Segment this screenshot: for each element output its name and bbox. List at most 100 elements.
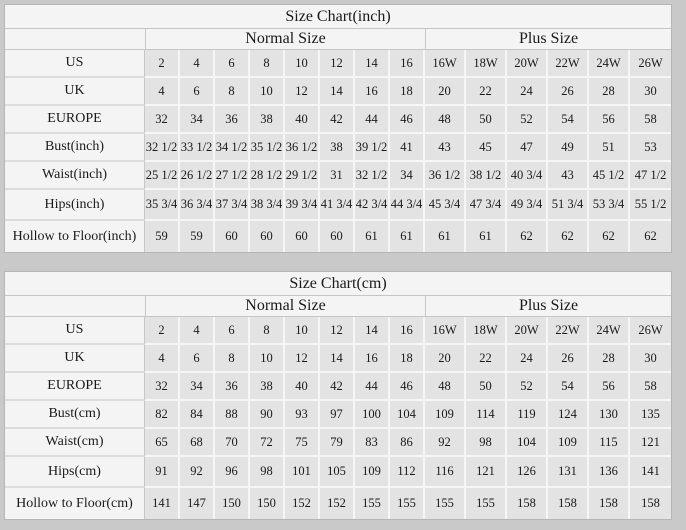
table-row: Bust(inch) 32 1/2 33 1/2 34 1/2 35 1/2 36 1/2… <box>5 134 672 162</box>
size-value-cell: 141 <box>145 488 180 519</box>
size-value-cell: 130 <box>589 401 630 429</box>
size-value-cell: 28 <box>589 345 630 373</box>
size-value-cell: 27 1/2 <box>215 162 250 190</box>
size-value-cell: 35 3/4 <box>145 190 180 221</box>
size-value-cell: 88 <box>215 401 250 429</box>
size-value-cell: 18W <box>466 50 507 78</box>
size-value-cell: 45 3/4 <box>425 190 466 221</box>
size-value-cell: 16W <box>425 50 466 78</box>
size-value-cell: 12 <box>285 78 320 106</box>
size-value-cell: 30 <box>630 78 672 106</box>
size-value-cell: 131 <box>548 457 589 488</box>
size-value-cell: 14 <box>355 50 390 78</box>
size-value-cell: 4 <box>180 50 215 78</box>
size-value-cell: 50 <box>466 106 507 134</box>
size-value-cell: 38 <box>250 373 285 401</box>
size-value-cell: 6 <box>215 317 250 345</box>
size-value-cell: 51 3/4 <box>548 190 589 221</box>
group-header-plus-size: Plus Size <box>425 296 672 317</box>
size-value-cell: 60 <box>320 221 355 252</box>
size-value-cell: 16 <box>390 317 425 345</box>
size-value-cell: 70 <box>215 429 250 457</box>
size-value-cell: 155 <box>425 488 466 519</box>
size-value-cell: 60 <box>285 221 320 252</box>
row-label: Hips(inch) <box>5 190 145 221</box>
size-value-cell: 42 <box>320 373 355 401</box>
table-row: US 2 4 6 8 10 12 14 16 16W 18W 20W 22W 24W 26W <box>5 50 672 78</box>
size-value-cell: 100 <box>355 401 390 429</box>
size-value-cell: 50 <box>466 373 507 401</box>
size-value-cell: 44 <box>355 373 390 401</box>
size-value-cell: 101 <box>285 457 320 488</box>
size-value-cell: 152 <box>320 488 355 519</box>
size-value-cell: 18 <box>390 78 425 106</box>
row-label: UK <box>5 78 145 106</box>
size-value-cell: 20 <box>425 345 466 373</box>
table-row: US 2 4 6 8 10 12 14 16 16W 18W 20W 22W 24W 26W <box>5 317 672 345</box>
size-value-cell: 135 <box>630 401 672 429</box>
size-value-cell: 42 <box>320 106 355 134</box>
size-value-cell: 44 <box>355 106 390 134</box>
size-value-cell: 45 1/2 <box>589 162 630 190</box>
size-value-cell: 26 1/2 <box>180 162 215 190</box>
row-label: Hips(cm) <box>5 457 145 488</box>
size-value-cell: 61 <box>390 221 425 252</box>
size-value-cell: 84 <box>180 401 215 429</box>
size-value-cell: 112 <box>390 457 425 488</box>
row-label: EUROPE <box>5 373 145 401</box>
size-value-cell: 62 <box>589 221 630 252</box>
size-value-cell: 26 <box>548 345 589 373</box>
size-value-cell: 58 <box>630 106 672 134</box>
corner-cell <box>5 296 145 317</box>
size-value-cell: 98 <box>466 429 507 457</box>
group-header-plus-size: Plus Size <box>425 29 672 50</box>
size-value-cell: 20W <box>507 317 548 345</box>
size-value-cell: 38 1/2 <box>466 162 507 190</box>
size-value-cell: 62 <box>630 221 672 252</box>
size-value-cell: 36 1/2 <box>425 162 466 190</box>
size-value-cell: 52 <box>507 106 548 134</box>
size-value-cell: 12 <box>320 50 355 78</box>
size-value-cell: 45 <box>466 134 507 162</box>
size-value-cell: 116 <box>425 457 466 488</box>
size-table: Size Chart(cm) Normal Size Plus Size US 2 4 6 8… <box>4 271 673 520</box>
size-value-cell: 47 <box>507 134 548 162</box>
size-value-cell: 72 <box>250 429 285 457</box>
group-header-normal-size: Normal Size <box>145 296 425 317</box>
table-row: Hollow to Floor(cm) 141 147 150 150 152 152 155… <box>5 488 672 519</box>
size-value-cell: 39 1/2 <box>355 134 390 162</box>
size-value-cell: 40 <box>285 106 320 134</box>
size-chart-cm-table: Size Chart(cm) Normal Size Plus Size US 2 4 6 8… <box>4 271 686 520</box>
size-value-cell: 12 <box>285 345 320 373</box>
group-header-normal-size: Normal Size <box>145 29 425 50</box>
size-value-cell: 38 3/4 <box>250 190 285 221</box>
size-value-cell: 36 1/2 <box>285 134 320 162</box>
size-value-cell: 104 <box>507 429 548 457</box>
size-value-cell: 22W <box>548 317 589 345</box>
size-value-cell: 2 <box>145 317 180 345</box>
table-row: Waist(inch) 25 1/2 26 1/2 27 1/2 28 1/2 29 1/… <box>5 162 672 190</box>
size-value-cell: 91 <box>145 457 180 488</box>
corner-cell <box>5 29 145 50</box>
size-value-cell: 4 <box>145 345 180 373</box>
size-value-cell: 92 <box>425 429 466 457</box>
size-value-cell: 30 <box>630 345 672 373</box>
size-value-cell: 42 3/4 <box>355 190 390 221</box>
size-value-cell: 115 <box>589 429 630 457</box>
size-value-cell: 49 3/4 <box>507 190 548 221</box>
size-value-cell: 54 <box>548 106 589 134</box>
size-value-cell: 22W <box>548 50 589 78</box>
size-value-cell: 32 1/2 <box>355 162 390 190</box>
size-value-cell: 41 <box>390 134 425 162</box>
size-value-cell: 10 <box>250 345 285 373</box>
size-value-cell: 121 <box>466 457 507 488</box>
size-value-cell: 10 <box>285 317 320 345</box>
size-value-cell: 18W <box>466 317 507 345</box>
table-row: EUROPE 32 34 36 38 40 42 44 46 48 50 52 54 56 58 <box>5 373 672 401</box>
size-value-cell: 96 <box>215 457 250 488</box>
size-value-cell: 24 <box>507 345 548 373</box>
size-value-cell: 158 <box>630 488 672 519</box>
size-value-cell: 56 <box>589 373 630 401</box>
size-value-cell: 82 <box>145 401 180 429</box>
